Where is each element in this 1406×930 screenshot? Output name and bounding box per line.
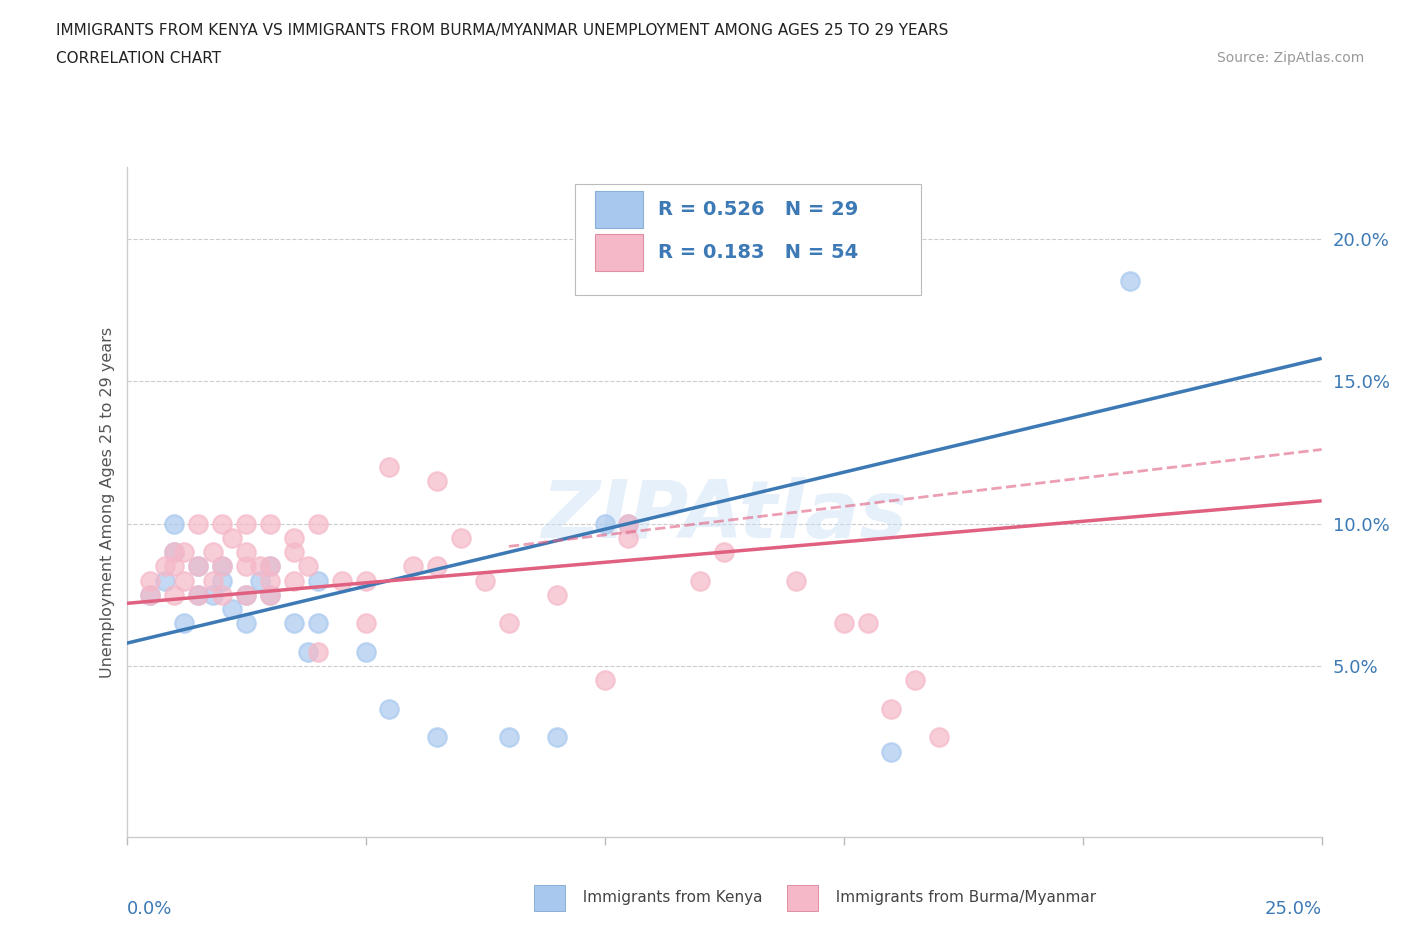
Point <box>163 516 186 531</box>
Point <box>307 616 329 631</box>
Point <box>201 573 224 588</box>
Point <box>259 559 281 574</box>
Point <box>153 559 176 574</box>
Point <box>221 530 243 545</box>
Point <box>283 616 305 631</box>
Text: R = 0.183   N = 54: R = 0.183 N = 54 <box>658 244 859 262</box>
Point <box>187 516 209 531</box>
Point <box>617 516 640 531</box>
Point <box>307 516 329 531</box>
Point <box>163 545 186 560</box>
Point <box>928 730 950 745</box>
Point <box>249 559 271 574</box>
Point <box>498 730 520 745</box>
Text: 0.0%: 0.0% <box>127 899 172 918</box>
Text: Immigrants from Kenya: Immigrants from Kenya <box>534 890 763 905</box>
Point <box>593 516 616 531</box>
Point <box>593 672 616 687</box>
Point <box>450 530 472 545</box>
Point <box>880 744 903 759</box>
Point <box>235 616 257 631</box>
Point <box>426 473 449 488</box>
Y-axis label: Unemployment Among Ages 25 to 29 years: Unemployment Among Ages 25 to 29 years <box>100 326 115 678</box>
Point <box>139 573 162 588</box>
Point <box>173 545 195 560</box>
Point <box>474 573 496 588</box>
Point <box>259 516 281 531</box>
Point <box>283 545 305 560</box>
FancyBboxPatch shape <box>595 191 643 228</box>
Point <box>297 644 319 659</box>
Point <box>402 559 425 574</box>
Point <box>139 588 162 603</box>
Point <box>426 730 449 745</box>
Point <box>259 588 281 603</box>
Point <box>211 559 233 574</box>
Point <box>283 530 305 545</box>
Point <box>211 573 233 588</box>
Point <box>187 588 209 603</box>
Point <box>856 616 879 631</box>
Point <box>832 616 855 631</box>
Text: 25.0%: 25.0% <box>1264 899 1322 918</box>
Point <box>173 573 195 588</box>
Point <box>187 588 209 603</box>
Point <box>187 559 209 574</box>
Point <box>163 559 186 574</box>
Point <box>235 588 257 603</box>
Point <box>139 588 162 603</box>
Point <box>880 701 903 716</box>
FancyBboxPatch shape <box>575 184 921 295</box>
Point <box>307 573 329 588</box>
Text: Source: ZipAtlas.com: Source: ZipAtlas.com <box>1216 51 1364 65</box>
Point <box>259 573 281 588</box>
Point <box>201 545 224 560</box>
Point <box>235 545 257 560</box>
Point <box>546 588 568 603</box>
Point <box>617 530 640 545</box>
Point <box>249 573 271 588</box>
Point <box>904 672 927 687</box>
Point <box>354 573 377 588</box>
Point <box>297 559 319 574</box>
Point <box>354 616 377 631</box>
Text: Immigrants from Burma/Myanmar: Immigrants from Burma/Myanmar <box>787 890 1097 905</box>
Point <box>546 730 568 745</box>
Point <box>689 573 711 588</box>
Point <box>617 516 640 531</box>
Point <box>201 588 224 603</box>
Point <box>235 559 257 574</box>
Point <box>235 516 257 531</box>
Point <box>211 588 233 603</box>
Point <box>163 545 186 560</box>
Point <box>221 602 243 617</box>
Point <box>163 588 186 603</box>
Point <box>259 559 281 574</box>
Point <box>283 573 305 588</box>
Point <box>354 644 377 659</box>
Text: CORRELATION CHART: CORRELATION CHART <box>56 51 221 66</box>
Point <box>173 616 195 631</box>
Text: IMMIGRANTS FROM KENYA VS IMMIGRANTS FROM BURMA/MYANMAR UNEMPLOYMENT AMONG AGES 2: IMMIGRANTS FROM KENYA VS IMMIGRANTS FROM… <box>56 23 949 38</box>
Point <box>426 559 449 574</box>
Text: R = 0.526   N = 29: R = 0.526 N = 29 <box>658 200 859 219</box>
Point <box>307 644 329 659</box>
Point <box>153 573 176 588</box>
Point <box>498 616 520 631</box>
Point <box>259 588 281 603</box>
Point <box>785 573 807 588</box>
FancyBboxPatch shape <box>595 234 643 272</box>
Point <box>1119 274 1142 289</box>
Point <box>211 559 233 574</box>
Point <box>330 573 353 588</box>
Point <box>378 459 401 474</box>
Point <box>235 588 257 603</box>
Text: ZIPAtlas: ZIPAtlas <box>541 476 907 554</box>
Point <box>378 701 401 716</box>
Point <box>713 545 735 560</box>
Point <box>211 516 233 531</box>
Point <box>187 559 209 574</box>
